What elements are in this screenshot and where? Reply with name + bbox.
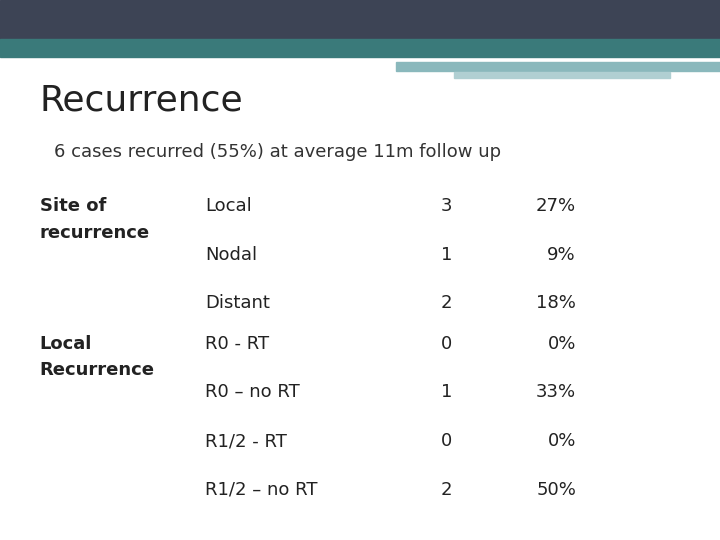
Text: 0: 0 — [441, 432, 452, 450]
Text: 1: 1 — [441, 246, 452, 264]
Text: Nodal: Nodal — [205, 246, 257, 264]
Text: 3: 3 — [441, 197, 452, 215]
Bar — [0, 39, 720, 57]
Text: Site of
recurrence: Site of recurrence — [40, 197, 150, 241]
Text: 2: 2 — [441, 481, 452, 498]
Text: R0 - RT: R0 - RT — [205, 335, 269, 353]
Text: 1: 1 — [441, 383, 452, 401]
Text: 0: 0 — [441, 335, 452, 353]
Text: 6 cases recurred (55%) at average 11m follow up: 6 cases recurred (55%) at average 11m fo… — [54, 143, 501, 161]
Text: 0%: 0% — [548, 335, 576, 353]
Text: Distant: Distant — [205, 294, 270, 312]
Text: Local: Local — [205, 197, 252, 215]
Text: 27%: 27% — [536, 197, 576, 215]
Text: 0%: 0% — [548, 432, 576, 450]
Text: 33%: 33% — [536, 383, 576, 401]
Text: R1/2 – no RT: R1/2 – no RT — [205, 481, 318, 498]
Text: 18%: 18% — [536, 294, 576, 312]
Text: 50%: 50% — [536, 481, 576, 498]
Bar — [454, 72, 670, 78]
Text: R0 – no RT: R0 – no RT — [205, 383, 300, 401]
Text: Recurrence: Recurrence — [40, 84, 243, 118]
Text: R1/2 - RT: R1/2 - RT — [205, 432, 287, 450]
Text: 9%: 9% — [547, 246, 576, 264]
Text: Local
Recurrence: Local Recurrence — [40, 335, 155, 379]
Bar — [0, 0, 720, 40]
Text: 2: 2 — [441, 294, 452, 312]
Bar — [396, 62, 720, 71]
